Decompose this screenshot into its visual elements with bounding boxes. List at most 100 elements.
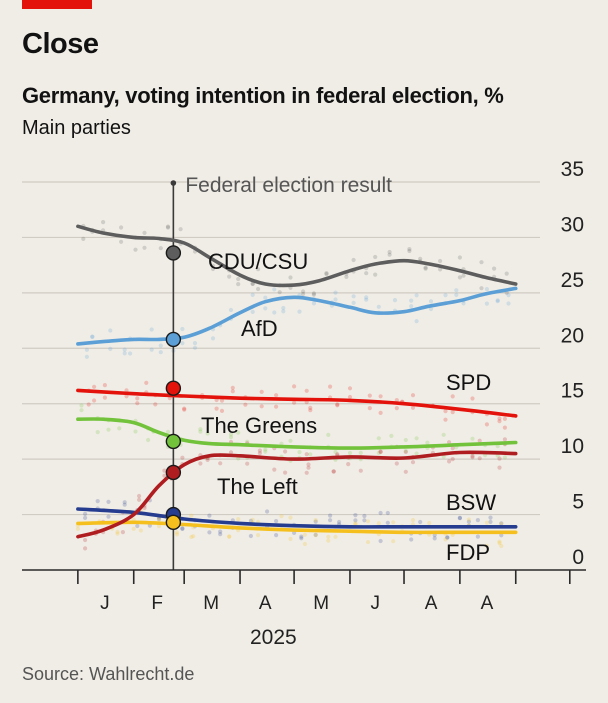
poll-dot-spd [102,395,107,400]
series-line-afd [76,286,518,346]
poll-dot-cdu-csu [81,236,86,241]
poll-dot-spd [443,409,448,414]
poll-dot-afd [158,350,163,355]
poll-dot-afd [351,294,356,299]
poll-dot-afd [149,327,154,332]
poll-dot-cdu-csu [178,227,183,232]
poll-dot-afd [409,304,414,309]
poll-dot-the-left [180,455,185,460]
poll-dot-the-greens [95,430,100,435]
poll-dot-fdp [138,528,143,533]
poll-dot-bsw [122,500,127,505]
poll-dot-the-left [331,469,336,474]
poll-dot-cdu-csu [418,256,423,261]
poll-dot-cdu-csu [301,291,306,297]
poll-dot-the-left [162,473,167,478]
poll-dot-the-greens [228,432,234,437]
poll-dot-spd [394,406,399,411]
y-tick-label-30: 30 [561,213,584,236]
poll-dot-cdu-csu [311,291,316,296]
poll-dot-the-left [477,456,482,461]
poll-dot-spd [219,408,225,413]
poll-dot-cdu-csu [236,282,241,287]
election-markers [165,245,182,531]
poll-dot-cdu-csu [165,224,171,229]
election-annotation-label: Federal election result [185,174,392,197]
poll-dot-the-greens [245,439,250,444]
poll-dot-bsw [457,516,462,521]
poll-dot-cdu-csu [364,271,369,276]
poll-dot-the-left [120,530,125,535]
poll-dot-the-left [257,448,262,453]
poll-dot-fdp [302,532,307,537]
poll-dot-the-left [335,452,340,457]
poll-dot-the-left [306,465,311,470]
poll-dot-fdp [313,533,318,538]
series-line-bsw [76,507,518,529]
series-label-the-greens: The Greens [201,413,317,438]
poll-dot-bsw [499,521,504,526]
poll-dot-spd [274,404,279,409]
poll-dot-bsw [385,510,390,516]
poll-dot-afd [158,343,163,348]
poll-dot-afd [484,301,489,306]
poll-dot-spd [259,404,264,409]
poll-dot-cdu-csu [344,274,349,279]
poll-dot-cdu-csu [101,220,106,225]
y-tick-label-15: 15 [561,380,584,403]
poll-dot-bsw [218,529,223,534]
x-tick-label-f: F [151,593,163,614]
poll-dot-afd [414,293,419,298]
poll-dot-spd [502,425,507,430]
poll-dot-fdp [326,538,331,543]
poll-dot-fdp [365,519,371,524]
poll-dot-bsw [475,534,480,539]
poll-dot-the-left [304,470,309,475]
poll-dot-the-left [137,493,142,499]
poll-dot-spd [410,405,416,410]
poll-dot-the-left [83,546,88,551]
poll-dot-bsw [299,536,304,541]
series-label-bsw: BSW [446,490,496,515]
poll-dot-afd [506,301,511,306]
poll-dot-the-left [83,537,88,543]
poll-dot-afd [297,309,302,314]
poll-dot-the-left [346,462,351,467]
poll-dot-the-greens [495,444,500,449]
poll-dot-bsw [409,537,414,542]
series-label-fdp: FDP [446,540,490,565]
poll-dot-cdu-csu [423,265,428,270]
poll-dot-the-greens [288,438,293,443]
series-line-spd [76,388,518,418]
poll-dot-the-left [378,449,383,455]
poll-dot-cdu-csu [301,289,306,294]
election-marker-fdp [165,514,182,531]
poll-dot-the-left [497,465,502,470]
poll-dot-bsw [95,499,100,504]
poll-dot-bsw [328,518,333,523]
poll-dot-the-left [378,449,383,454]
poll-dot-the-left [470,455,475,460]
poll-dot-bsw [274,533,279,538]
poll-dot-afd [281,309,286,314]
y-tick-label-10: 10 [561,435,584,458]
poll-dot-the-greens [308,452,313,457]
x-tick-label-a: A [259,593,272,614]
y-tick-label-25: 25 [561,269,584,292]
x-tick-label-j: J [370,593,380,614]
poll-dot-fdp [313,518,318,523]
poll-dot-the-greens [403,437,408,443]
poll-dot-afd [364,297,369,302]
poll-dot-afd [428,306,434,312]
poll-dot-spd [347,386,353,391]
poll-dot-fdp [115,531,120,536]
poll-dot-the-left [447,440,452,445]
poll-dot-fdp [250,517,255,523]
poll-dot-cdu-csu [423,266,428,271]
poll-dot-the-left [358,468,363,473]
poll-dot-bsw [106,499,111,504]
poll-dot-spd [135,401,140,406]
poll-dot-afd [192,345,198,350]
poll-dot-fdp [326,534,331,539]
